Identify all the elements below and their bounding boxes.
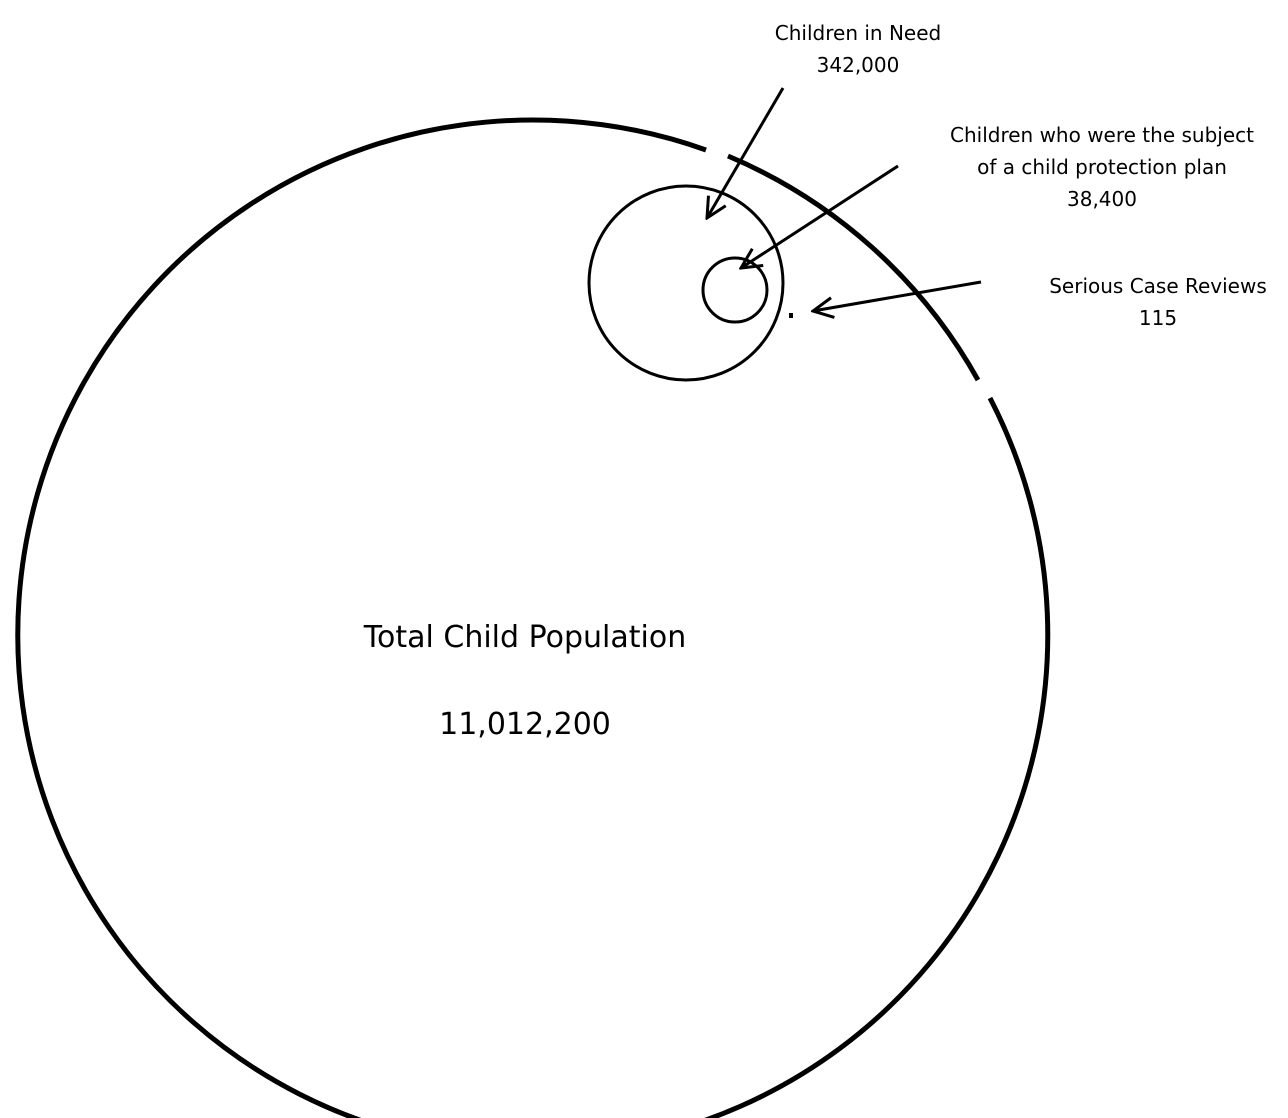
total-population-value: 11,012,200: [439, 707, 611, 742]
serious-case-reviews-value: 115: [1138, 306, 1178, 330]
child-protection-plan-line1: Children who were the subject: [950, 123, 1254, 147]
child-protection-plan-arrow: [741, 164, 899, 268]
children-in-need-name: Children in Need: [774, 21, 942, 45]
serious-case-reviews-dot: [789, 313, 793, 318]
child-protection-plan-value: 38,400: [1067, 187, 1137, 211]
children-in-need-circle: [587, 184, 785, 382]
child-protection-plan-circle: [701, 256, 769, 324]
children-in-need-arrow: [707, 87, 785, 218]
total-population-name: Total Child Population: [363, 620, 687, 655]
children-in-need-value: 342,000: [816, 53, 900, 77]
child-protection-plan-line2: of a child protection plan: [977, 155, 1227, 179]
total-population-circle-segment: [727, 153, 981, 382]
serious-case-reviews-name: Serious Case Reviews: [1049, 274, 1267, 298]
total-population-circle: [15, 117, 1051, 1118]
child-protection-plan-label: Children who were the subject of a child…: [912, 119, 1288, 215]
serious-case-reviews-arrow: [813, 280, 982, 311]
children-in-need-label: Children in Need 342,000: [745, 17, 971, 81]
serious-case-reviews-label: Serious Case Reviews 115: [988, 270, 1288, 334]
